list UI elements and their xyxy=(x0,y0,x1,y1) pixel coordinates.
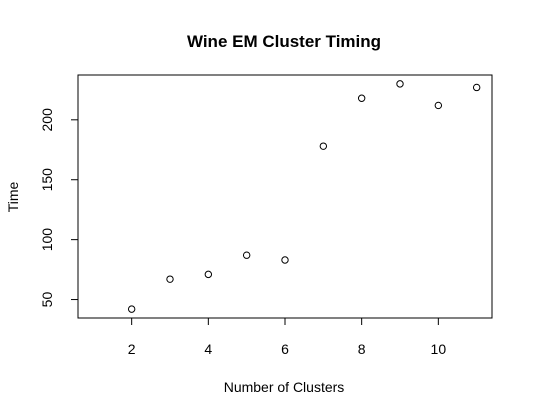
y-tick-label: 150 xyxy=(39,168,55,192)
x-tick-label: 4 xyxy=(204,341,212,357)
y-tick-label: 200 xyxy=(39,108,55,132)
data-point xyxy=(242,251,251,259)
data-point xyxy=(281,256,289,264)
x-tick-label: 2 xyxy=(128,341,136,357)
data-point xyxy=(357,94,366,102)
x-tick-label: 8 xyxy=(358,341,366,357)
chart-title: Wine EM Cluster Timing xyxy=(187,32,381,51)
x-tick-label: 6 xyxy=(281,341,289,357)
data-point xyxy=(166,275,174,283)
y-tick-label: 50 xyxy=(39,292,55,308)
data-point xyxy=(396,80,404,88)
y-axis: 50 100 150 200 xyxy=(39,108,78,307)
y-axis-label: Time xyxy=(5,181,21,212)
data-point xyxy=(319,142,328,150)
data-point xyxy=(204,270,213,279)
data-point xyxy=(472,83,481,92)
x-tick-label: 10 xyxy=(431,341,447,357)
plot-frame xyxy=(77,74,493,319)
data-point xyxy=(434,101,443,110)
x-axis-label: Number of Clusters xyxy=(224,379,345,395)
y-tick-label: 100 xyxy=(39,228,55,252)
data-point xyxy=(127,305,136,313)
data-points xyxy=(127,80,481,313)
x-axis: 2 4 6 8 10 xyxy=(128,318,447,357)
